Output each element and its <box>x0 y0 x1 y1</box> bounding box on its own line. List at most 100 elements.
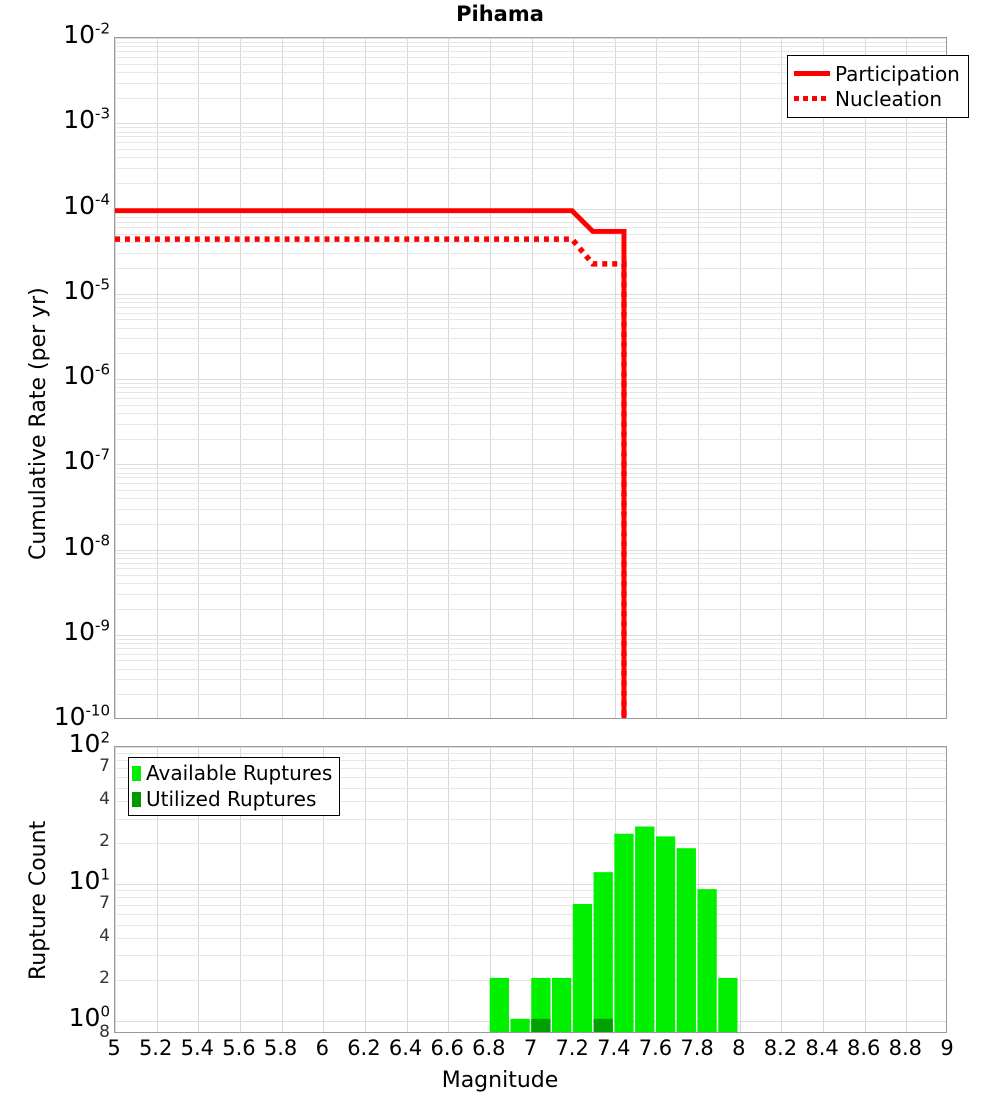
bar-available <box>510 1018 530 1032</box>
bar-available <box>489 977 509 1032</box>
bar-available <box>614 833 634 1032</box>
x-tick-label: 7 <box>523 1036 538 1060</box>
y-tick-label-top: 10-8 <box>63 531 110 561</box>
gridline-horizontal-minor <box>115 483 946 485</box>
gridline-horizontal-minor <box>115 242 946 244</box>
green-square-icon <box>132 765 141 781</box>
y-tick-label-top: 10-5 <box>63 275 110 305</box>
legend-label-available: Available Ruptures <box>146 761 333 785</box>
gridline-vertical <box>823 747 825 1032</box>
gridline-horizontal-minor <box>115 477 946 479</box>
gridline-vertical <box>823 38 825 718</box>
gridline-horizontal-minor <box>115 562 946 564</box>
legend-label-utilized: Utilized Ruptures <box>146 787 317 811</box>
gridline-vertical <box>448 38 450 718</box>
x-tick-label: 6.4 <box>388 1036 423 1060</box>
gridline-horizontal-minor <box>115 498 946 500</box>
gridline-horizontal-minor <box>115 694 946 696</box>
cumulative-rate-plot <box>114 37 947 719</box>
gridline-vertical <box>531 38 533 718</box>
gridline-vertical <box>323 747 325 1032</box>
gridline-horizontal-minor <box>115 56 946 58</box>
x-tick-label: 6 <box>315 1036 329 1060</box>
gridline-horizontal-minor <box>115 387 946 389</box>
gridline-horizontal-minor <box>115 268 946 270</box>
gridline-horizontal <box>115 634 946 636</box>
gridline-horizontal-minor <box>115 553 946 555</box>
gridline-horizontal-minor <box>115 979 946 981</box>
y-tick-label-top: 10-3 <box>63 104 110 135</box>
x-tick-label: 7.6 <box>638 1036 673 1060</box>
gridline-vertical <box>781 38 783 718</box>
gridline-vertical <box>656 38 658 718</box>
gridline-horizontal-minor <box>115 557 946 559</box>
legend-item-nucleation[interactable]: Nucleation <box>794 86 960 111</box>
gridline-horizontal-minor <box>115 583 946 585</box>
gridline-vertical <box>115 38 116 718</box>
gridline-horizontal-minor <box>115 955 946 957</box>
y-tick-label-top: 10-6 <box>63 360 110 390</box>
bar-available <box>676 848 696 1032</box>
legend-item-available[interactable]: Available Ruptures <box>132 760 332 786</box>
gridline-horizontal-minor <box>115 392 946 394</box>
gridline-horizontal-minor <box>115 167 946 169</box>
gridline-horizontal-minor <box>115 157 946 159</box>
gridline-horizontal-minor <box>115 136 946 138</box>
bar-utilized <box>593 1018 613 1032</box>
gridline-vertical <box>323 38 325 718</box>
gridline-vertical <box>364 38 366 718</box>
gridline-horizontal-minor <box>115 97 946 99</box>
legend-item-participation[interactable]: Participation <box>794 61 960 86</box>
x-tick-label: 5.8 <box>263 1036 298 1060</box>
gridline-horizontal-minor <box>115 523 946 525</box>
gridline-horizontal-minor <box>115 897 946 899</box>
gridline-horizontal-minor <box>115 679 946 681</box>
gridline-horizontal-minor <box>115 306 946 308</box>
gridline-vertical <box>739 747 741 1032</box>
gridline-vertical <box>489 38 491 718</box>
gridline-horizontal-minor <box>115 71 946 73</box>
legend-label-nucleation: Nucleation <box>835 86 943 111</box>
y-tick-label-minor: 7 <box>99 756 110 777</box>
legend-item-utilized[interactable]: Utilized Ruptures <box>132 786 332 812</box>
gridline-vertical <box>448 747 450 1032</box>
x-tick-label: 7.2 <box>555 1036 589 1060</box>
gridline-vertical <box>573 747 575 1032</box>
gridline-horizontal-minor <box>115 638 946 640</box>
gridline-vertical <box>864 38 866 718</box>
y-tick-label-bottom: 102 <box>68 728 110 758</box>
y-tick-label-bottom: 100 <box>68 1002 110 1032</box>
legend-label-participation: Participation <box>835 61 960 86</box>
gridline-horizontal-minor <box>115 660 946 662</box>
x-tick-label: 8.8 <box>888 1036 923 1060</box>
gridline-horizontal <box>115 549 946 551</box>
y-axis-ticks-bottom: 102 101 100 2 4 7 2 4 7 8 <box>0 0 110 1100</box>
x-tick-label: 6.8 <box>472 1036 506 1060</box>
gridline-horizontal-minor <box>115 890 946 892</box>
gridline-horizontal-minor <box>115 142 946 144</box>
legend-ruptures: Available Ruptures Utilized Ruptures <box>128 757 341 816</box>
y-tick-label-minor: 7 <box>99 893 110 914</box>
gridline-horizontal-minor <box>115 302 946 303</box>
gridline-horizontal-minor <box>115 227 946 229</box>
y-tick-label-minor: 8 <box>99 1022 110 1042</box>
y-tick-label-minor: 4 <box>99 926 110 947</box>
gridline-vertical <box>198 747 200 1032</box>
y-tick-label-bottom: 101 <box>68 865 110 895</box>
gridline-horizontal-minor <box>115 594 946 596</box>
bar-available <box>593 872 613 1032</box>
x-tick-label: 5 <box>107 1036 121 1060</box>
gridline-vertical <box>364 747 366 1032</box>
gridline-horizontal <box>115 747 946 748</box>
solid-line-icon <box>794 71 830 76</box>
grid-top <box>115 38 946 718</box>
gridline-horizontal <box>115 883 946 885</box>
gridline-vertical <box>739 38 741 718</box>
gridline-horizontal-minor <box>115 412 946 414</box>
gridline-vertical <box>156 747 158 1032</box>
gridline-vertical <box>406 747 408 1032</box>
gridline-vertical <box>156 38 158 718</box>
y-tick-label-top: 10-10 <box>53 701 110 731</box>
gridline-vertical <box>781 747 783 1032</box>
gridline-vertical <box>906 747 908 1032</box>
